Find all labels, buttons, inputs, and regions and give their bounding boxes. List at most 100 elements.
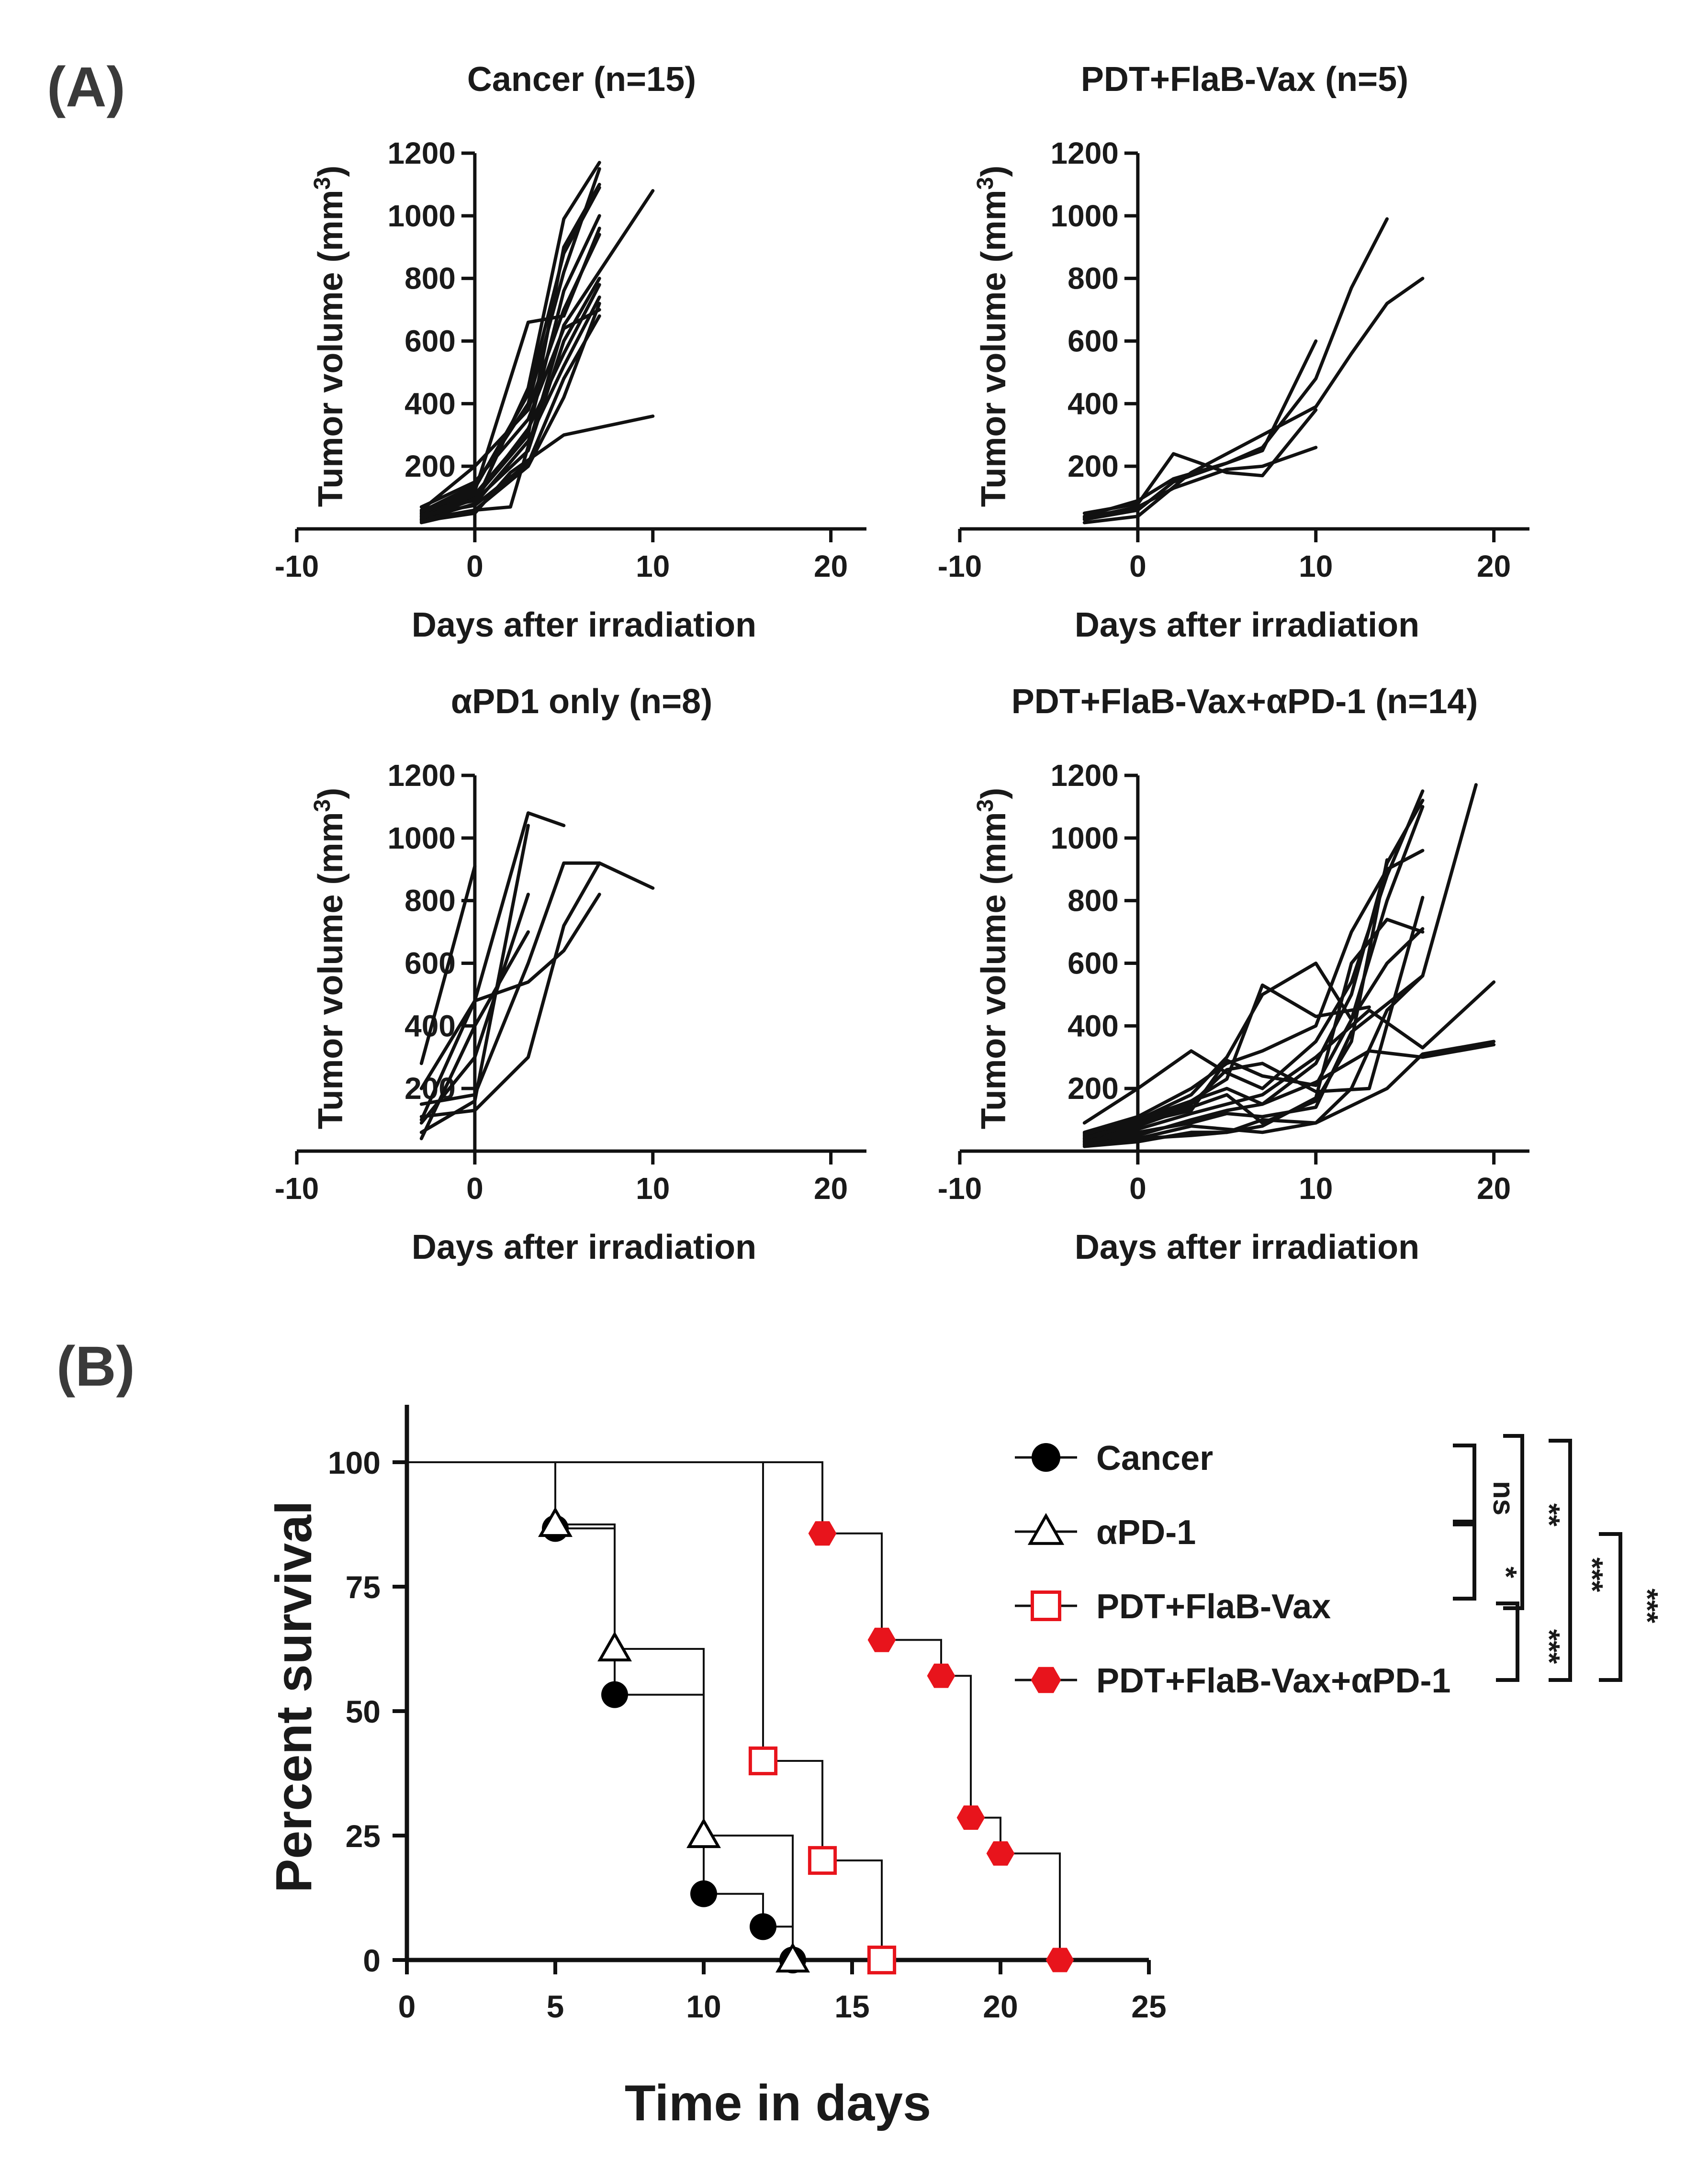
x-tick-label: 0	[1129, 549, 1146, 583]
chart-pdt-flab-vax-apd1: PDT+FlaB-Vax+αPD-1 (n=14) -10 0 10 20 200 400 6…	[938, 683, 1529, 1266]
x-tick-label: -10	[275, 1171, 319, 1206]
marker-open-square	[808, 1846, 837, 1875]
marker-open-triangle	[597, 1631, 632, 1662]
y-tick-label: 1000	[388, 199, 456, 233]
chart-pdt-flab-vax: PDT+FlaB-Vax (n=5) -10 0 10 20 200 400 600 800 10…	[938, 60, 1529, 644]
x-tick-label: -10	[938, 1171, 982, 1206]
marker-open-square	[748, 1746, 778, 1776]
series-line	[419, 308, 601, 509]
x-tick-label: 25	[1131, 1989, 1166, 2024]
marker-filled-hexagon	[986, 1841, 1015, 1866]
y-tick-label: 200	[1068, 449, 1119, 483]
marker-filled-circle	[601, 1681, 628, 1708]
chart-apd1-only: αPD1 only (n=8)-10 0 10 2020040060080010001…	[275, 683, 866, 1266]
x-tick-label: 15	[834, 1989, 869, 2024]
y-tick-label: 1200	[1051, 758, 1119, 793]
y-axis-label: Percent survival	[266, 1501, 322, 1893]
y-tick-label: 0	[363, 1943, 381, 1978]
sig-bracket	[1503, 1434, 1524, 1610]
y-tick-label: 600	[1068, 324, 1119, 358]
panel-a-label: (A)	[47, 56, 125, 119]
y-tick-label: 200	[405, 449, 456, 483]
significance-label: ***	[1630, 1589, 1663, 1624]
significance-label: **	[1532, 1503, 1565, 1527]
y-tick-label: 100	[328, 1445, 381, 1480]
chart-title: PDT+FlaB-Vax+αPD-1 (n=14)	[1011, 683, 1478, 721]
series-line	[1082, 1040, 1496, 1147]
marker-open-triangle	[775, 1942, 810, 1973]
series-line	[419, 930, 530, 1141]
marker-filled-hexagon	[956, 1805, 985, 1830]
significance-label: ***	[1532, 1629, 1565, 1664]
series-line	[419, 861, 601, 1119]
x-tick-label: 10	[1299, 1171, 1333, 1206]
y-tick-label: 1000	[388, 821, 456, 855]
series-line	[1082, 783, 1478, 1147]
x-tick-label: -10	[938, 549, 982, 583]
series-line	[1082, 446, 1318, 520]
y-tick-label: 50	[346, 1694, 381, 1729]
series-line	[419, 811, 566, 1122]
x-tick-label: 10	[636, 1171, 670, 1206]
series-line	[419, 893, 601, 1090]
legend-label: Cancer	[1096, 1439, 1213, 1478]
sig-bracket	[1549, 1439, 1572, 1682]
y-tick-label: 1000	[1051, 821, 1119, 855]
series-line	[1082, 805, 1425, 1137]
series-line	[419, 167, 601, 514]
y-tick-label: 600	[405, 324, 456, 358]
chart-title: PDT+FlaB-Vax (n=5)	[1081, 60, 1408, 99]
survival-step-line	[407, 1461, 1061, 1960]
x-tick-label: 20	[1477, 1171, 1511, 1206]
y-tick-label: 75	[346, 1569, 381, 1605]
legend-label: αPD-1	[1096, 1513, 1196, 1552]
series-line	[419, 233, 601, 512]
marker-filled-circle	[1032, 1443, 1060, 1472]
marker-filled-hexagon	[927, 1663, 955, 1688]
panel-b-label: (B)	[56, 1335, 135, 1398]
x-tick-label: 20	[1477, 549, 1511, 583]
x-tick-label: 20	[814, 549, 848, 583]
series-line	[419, 864, 477, 1065]
x-tick-label: 0	[466, 1171, 483, 1206]
x-tick-label: 0	[1129, 1171, 1146, 1206]
marker-filled-hexagon	[808, 1521, 837, 1546]
marker-open-triangle	[686, 1818, 721, 1848]
series-line	[419, 186, 601, 515]
series-line	[1082, 980, 1496, 1141]
series-line	[1082, 849, 1425, 1134]
y-axis-label: Tumor volume (mm3)	[973, 788, 1013, 1129]
y-axis-label: Tumor volume (mm3)	[310, 788, 350, 1129]
series-line	[419, 214, 601, 518]
series-line	[1082, 927, 1425, 1141]
y-tick-label: 400	[1068, 386, 1119, 421]
sig-bracket	[1496, 1602, 1519, 1682]
y-tick-label: 1200	[388, 136, 456, 170]
series-line	[419, 283, 601, 520]
series-line	[419, 824, 530, 1134]
y-tick-label: 1200	[388, 758, 456, 793]
y-axis-label: Tumor volume (mm3)	[310, 166, 350, 507]
x-tick-label: 20	[983, 1989, 1018, 2024]
significance-label: *	[1489, 1567, 1522, 1579]
marker-filled-hexagon	[1045, 1948, 1074, 1972]
chart-survival: 0 5 10 15 20 25 0 25 50 75 100 Time in days Percent …	[266, 1405, 1663, 2131]
survival-step-line	[407, 1461, 794, 1960]
x-tick-label: 10	[1299, 549, 1333, 583]
x-tick-label: 5	[547, 1989, 564, 2024]
y-tick-label: 800	[405, 261, 456, 296]
y-tick-label: 1200	[1051, 136, 1119, 170]
series-line	[419, 414, 655, 523]
x-axis-label: Time in days	[625, 2075, 931, 2131]
marker-open-triangle	[1027, 1512, 1065, 1545]
y-tick-label: 400	[405, 386, 456, 421]
marker-filled-hexagon	[1031, 1667, 1061, 1693]
x-tick-label: 10	[686, 1989, 721, 2024]
x-axis-label: Days after irradiation	[1075, 606, 1419, 644]
x-tick-label: 20	[814, 1171, 848, 1206]
legend-label: PDT+FlaB-Vax+αPD-1	[1096, 1662, 1451, 1700]
marker-filled-hexagon	[867, 1627, 896, 1652]
marker-filled-circle	[750, 1913, 776, 1940]
x-tick-label: 10	[636, 549, 670, 583]
